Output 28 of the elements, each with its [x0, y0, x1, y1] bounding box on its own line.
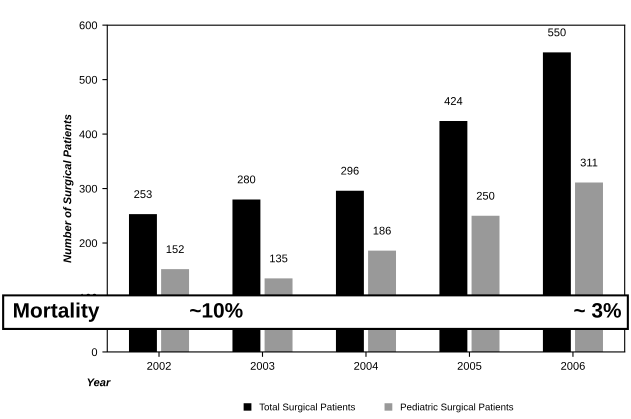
y-tick-label: 400: [79, 130, 98, 138]
y-axis-title: Number of Surgical Patients: [63, 114, 74, 263]
x-tick-label: 2002: [147, 362, 171, 370]
x-tick-label: 2004: [354, 362, 378, 370]
text: Mortality: [14, 302, 100, 322]
data-label: 311: [580, 158, 598, 166]
legend-label: Pediatric Surgical Patients: [400, 403, 514, 412]
data-label: 296: [341, 166, 359, 175]
data-label: 550: [548, 28, 566, 36]
data-label: 280: [238, 175, 256, 184]
annotation: ~10%: [190, 302, 243, 318]
data-label: 135: [270, 254, 288, 262]
x-tick-label: 2003: [250, 362, 274, 370]
y-tick-label: 500: [79, 76, 98, 84]
annotation: ~ 3%: [574, 302, 621, 318]
data-label: 152: [166, 245, 184, 254]
x-tick-label: 2005: [458, 362, 482, 370]
y-tick-label: 600: [80, 21, 98, 30]
legend-label: Total Surgical Patients: [259, 403, 356, 412]
x-tick-label: 2006: [561, 362, 585, 370]
data-label: 186: [374, 226, 391, 235]
y-tick-label: 300: [79, 184, 98, 193]
y-tick-label: 200: [80, 239, 98, 248]
x-axis-title: Year: [88, 378, 111, 386]
data-label: 253: [134, 190, 152, 198]
y-tick-label: 0: [92, 348, 98, 356]
data-label: 424: [444, 97, 462, 105]
data-label: 250: [476, 192, 494, 200]
